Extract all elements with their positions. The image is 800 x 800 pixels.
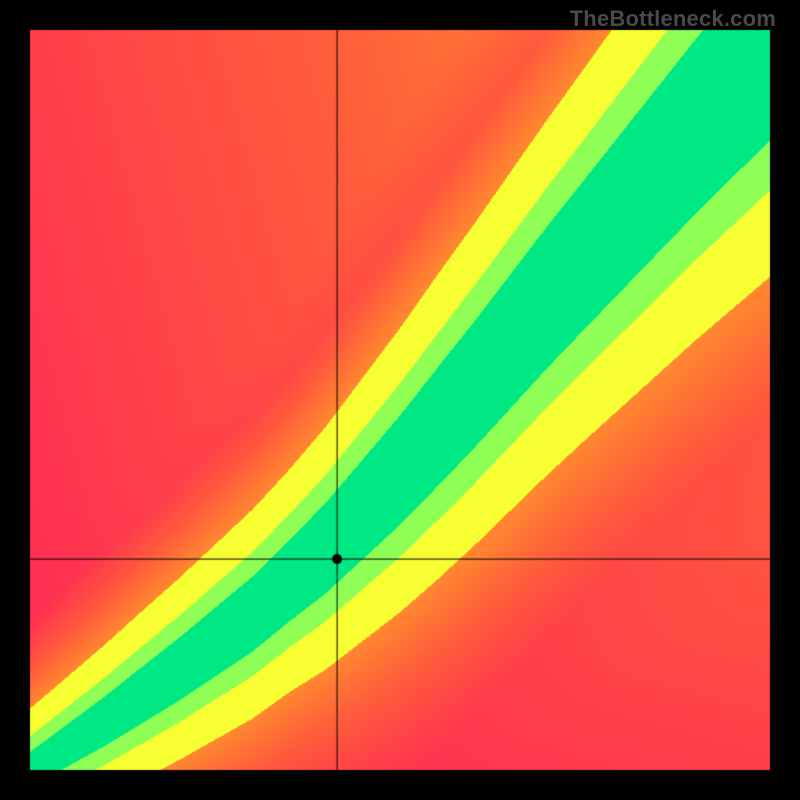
chart-container: TheBottleneck.com <box>0 0 800 800</box>
watermark-text: TheBottleneck.com <box>570 6 776 32</box>
bottleneck-heatmap-canvas <box>0 0 800 800</box>
